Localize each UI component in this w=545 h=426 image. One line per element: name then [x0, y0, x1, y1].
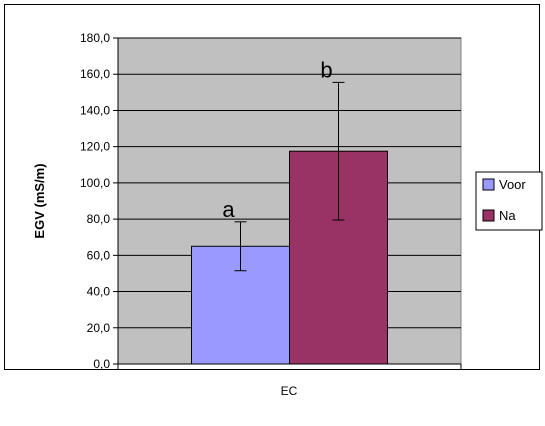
- y-tick-label: 20,0: [87, 321, 111, 335]
- y-tick-label: 40,0: [87, 285, 111, 299]
- error-bars: [234, 81, 345, 272]
- legend-swatch-na: [482, 209, 495, 222]
- legend-label-na: Na: [499, 208, 516, 223]
- y-tick-label: 120,0: [80, 140, 110, 154]
- y-tick-label: 80,0: [87, 212, 111, 226]
- y-tick-label: 100,0: [80, 176, 110, 190]
- y-tick-label: 0,0: [93, 357, 110, 371]
- axes: 0,0 20,0 40,0 60,0 80,0 100,0 120,0 140,0 160,0 1…: [80, 31, 462, 371]
- legend-swatch-voor: [482, 178, 495, 191]
- x-tick-label-ec: EC: [281, 384, 298, 398]
- y-tick-label: 160,0: [80, 67, 110, 81]
- y-axis-title: EGV (mS/m): [32, 163, 47, 238]
- legend: Voor Na: [475, 171, 543, 231]
- significance-label-na: b: [320, 57, 332, 82]
- legend-label-voor: Voor: [499, 177, 526, 192]
- significance-label-voor: a: [222, 197, 235, 222]
- y-tick-label: 180,0: [80, 31, 110, 45]
- y-tick-label: 60,0: [87, 248, 111, 262]
- labels: ab: [222, 57, 332, 221]
- y-tick-label: 140,0: [80, 103, 110, 117]
